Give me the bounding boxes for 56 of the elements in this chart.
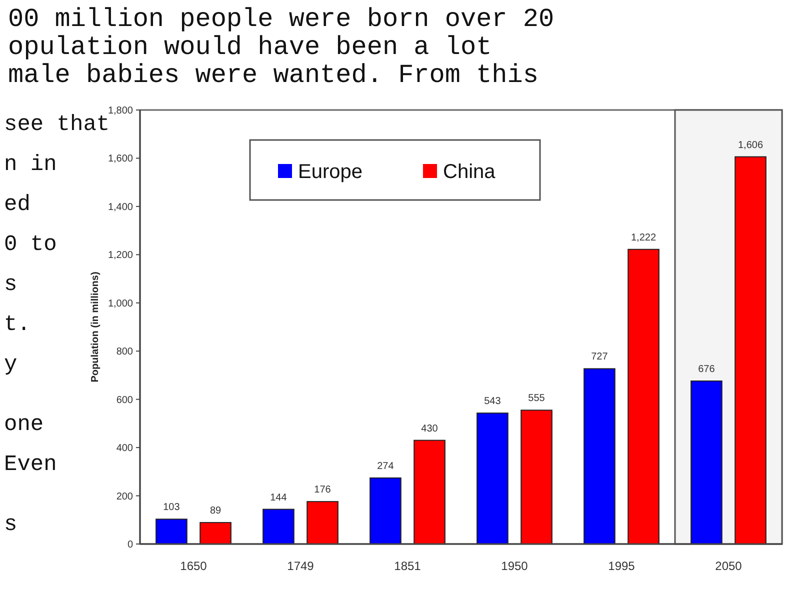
text: 0 to (4, 232, 57, 257)
text: 00 million people were born over 20 (8, 4, 554, 34)
bar (476, 412, 508, 544)
x-tick-label: 1851 (394, 559, 422, 573)
y-tick-label: 600 (116, 394, 134, 406)
y-axis-title: Population (in millions) (90, 272, 101, 382)
y-tick-label: 1,600 (108, 154, 134, 165)
bar (734, 156, 766, 544)
y-tick-label: 1,400 (108, 202, 134, 213)
bar (520, 410, 552, 544)
y-tick-label: 0 (127, 540, 134, 550)
text: 89 (210, 506, 222, 517)
x-tick-label: 1650 (180, 559, 208, 573)
text: opulation would have been a lot (8, 32, 492, 62)
bar (690, 380, 722, 544)
text: s (4, 512, 18, 537)
text: one (4, 412, 44, 437)
x-tick-label: 1995 (608, 559, 636, 573)
bar (156, 518, 188, 544)
text: 176 (314, 484, 331, 496)
text: 555 (528, 393, 545, 404)
y-tick-label: 800 (116, 346, 134, 358)
text: Even (4, 452, 57, 477)
text: 543 (484, 396, 501, 408)
bar (414, 440, 446, 544)
text: 676 (698, 364, 715, 376)
y-tick-label: 400 (116, 443, 134, 454)
bar (628, 248, 660, 544)
legend-label: China (443, 161, 496, 183)
text: male babies were wanted. From this (8, 60, 538, 90)
bar (584, 368, 616, 544)
text: 1,222 (631, 232, 656, 244)
bar (306, 501, 338, 544)
text: ed (4, 192, 30, 217)
y-tick-label: 200 (116, 491, 134, 502)
x-tick-label: 1950 (501, 559, 528, 573)
text: 727 (591, 352, 608, 363)
legend-label: Europe (298, 161, 362, 183)
text: s (4, 272, 18, 297)
text: y (4, 352, 18, 377)
x-tick-label: 2050 (715, 559, 742, 573)
x-tick-label: 1749 (287, 559, 314, 573)
bar (370, 477, 402, 544)
y-tick-label: 1,200 (108, 250, 134, 262)
text: n in (4, 152, 57, 177)
y-tick-label: 1,800 (108, 106, 134, 116)
text: 144 (270, 492, 287, 504)
text: 274 (377, 460, 394, 472)
text: 103 (163, 502, 180, 514)
bar (262, 508, 294, 544)
text: see that (4, 112, 110, 137)
text: 430 (421, 423, 438, 434)
bar (200, 522, 232, 544)
text: t. (4, 312, 30, 337)
text: 1,606 (738, 140, 764, 151)
y-tick-label: 1,000 (108, 298, 134, 310)
